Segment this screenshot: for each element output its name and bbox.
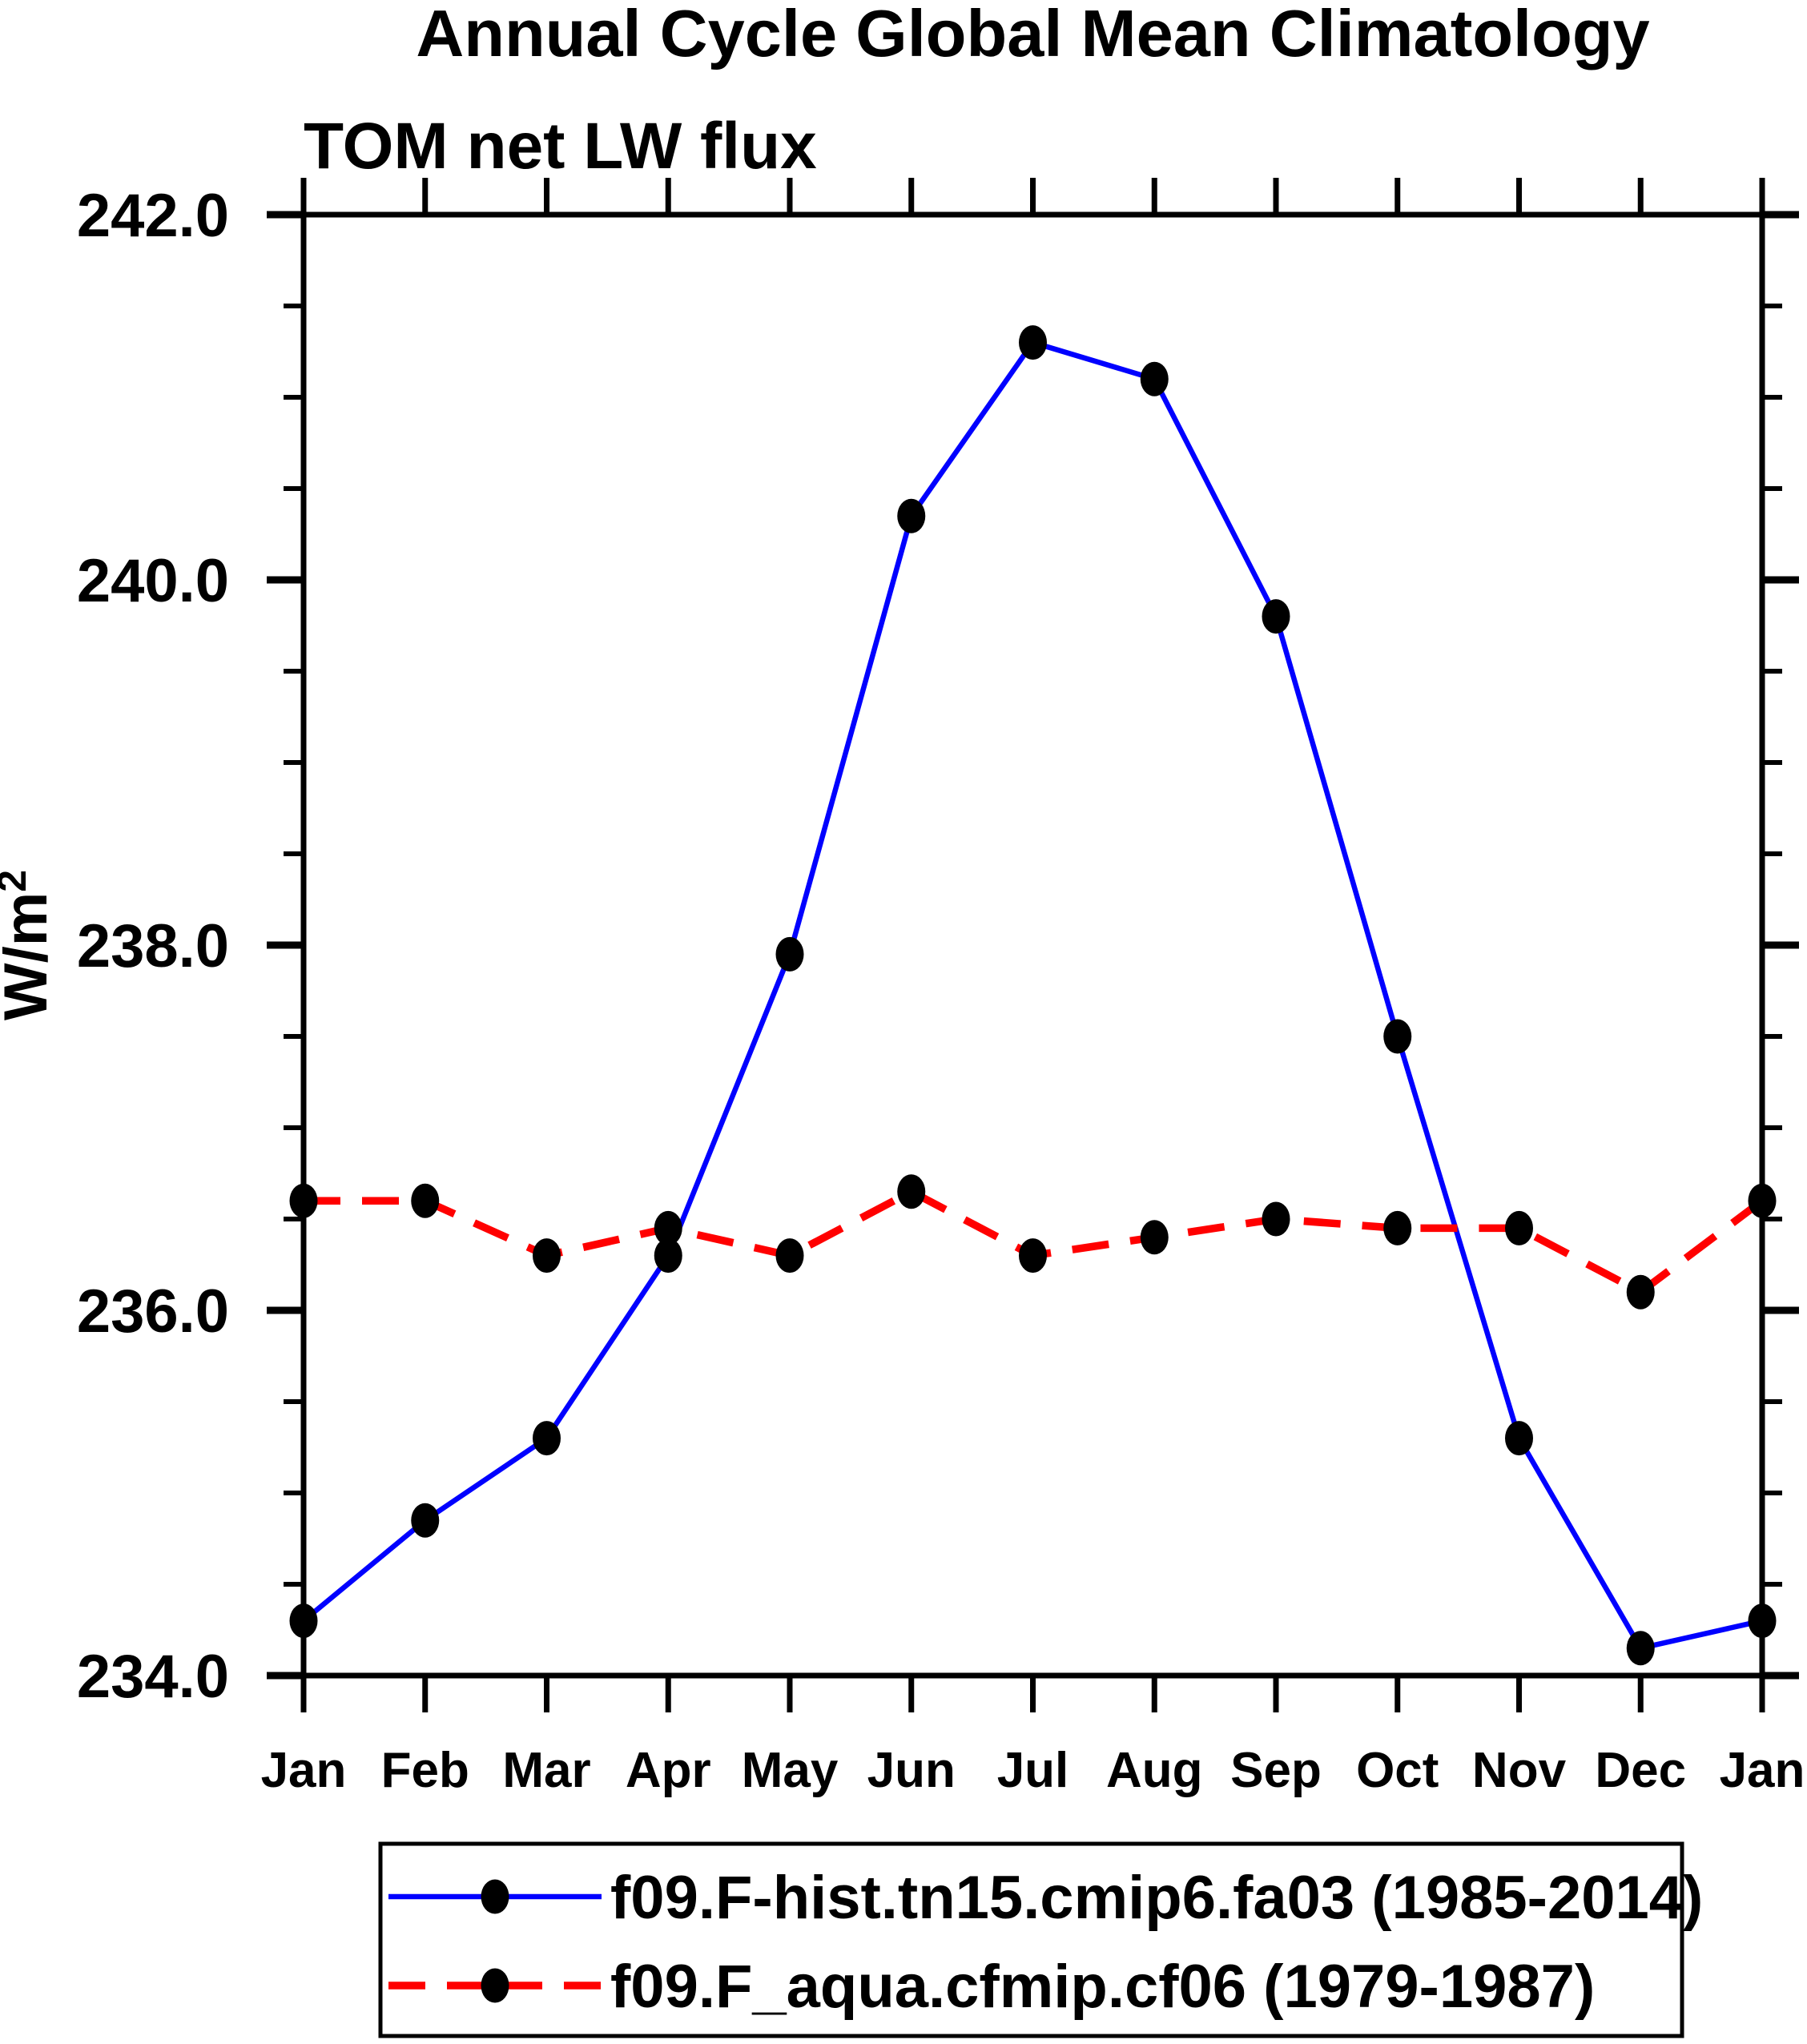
legend-box bbox=[378, 1841, 1684, 2038]
legend-marker-0 bbox=[481, 1879, 509, 1914]
y-tick-label: 240.0 bbox=[77, 547, 229, 615]
x-tick-label: Jul bbox=[997, 1743, 1069, 1798]
data-point-marker bbox=[897, 498, 926, 533]
x-tick-label: Oct bbox=[1356, 1743, 1439, 1798]
data-point-marker bbox=[411, 1503, 440, 1538]
series-line-0 bbox=[301, 339, 1763, 1652]
x-tick-label: Dec bbox=[1595, 1743, 1686, 1798]
legend-label-0: f09.F-hist.tn15.cmip6.fa03 (1985-2014) bbox=[610, 1864, 1703, 1932]
data-point-marker bbox=[1626, 1631, 1655, 1666]
x-tick-label: Mar bbox=[502, 1743, 590, 1798]
data-point-marker bbox=[775, 1238, 804, 1273]
y-axis-title: W/m2 bbox=[0, 870, 60, 1020]
data-point-marker bbox=[654, 1210, 682, 1245]
data-point-marker bbox=[289, 1603, 318, 1639]
data-point-marker bbox=[1505, 1210, 1533, 1245]
x-tick-label: Sep bbox=[1230, 1743, 1322, 1798]
x-tick-label: Jan bbox=[261, 1743, 347, 1798]
legend-label-1: f09.F_aqua.cfmip.cf06 (1979-1987) bbox=[610, 1953, 1595, 2021]
data-point-marker bbox=[654, 1238, 682, 1273]
chart-subtitle: TOM net LW flux bbox=[304, 110, 817, 183]
data-point-marker bbox=[1505, 1421, 1533, 1456]
data-point-marker bbox=[1748, 1183, 1777, 1218]
data-point-marker bbox=[1748, 1603, 1777, 1639]
data-point-marker bbox=[897, 1174, 926, 1209]
data-point-marker bbox=[289, 1183, 318, 1218]
data-point-marker bbox=[1626, 1274, 1655, 1310]
data-point-marker bbox=[1140, 361, 1169, 396]
data-point-marker bbox=[411, 1183, 440, 1218]
x-tick-label: Aug bbox=[1106, 1743, 1203, 1798]
x-axis: Jan Feb Mar Apr May Jun Jul Aug Sep Oct Nov Dec Jan bbox=[261, 178, 1805, 1798]
data-point-marker bbox=[533, 1421, 561, 1456]
data-point-marker bbox=[775, 936, 804, 972]
data-point-marker bbox=[1019, 1238, 1047, 1273]
x-tick-label: Jun bbox=[867, 1743, 956, 1798]
legend-marker-1 bbox=[481, 1968, 509, 2003]
data-point-marker bbox=[533, 1238, 561, 1273]
y-tick-label: 236.0 bbox=[77, 1278, 229, 1346]
y-tick-label: 242.0 bbox=[77, 182, 229, 250]
data-point-marker bbox=[1140, 1220, 1169, 1255]
x-tick-label: May bbox=[742, 1743, 839, 1798]
y-axis: 234.0 236.0 238.0 240.0 242.0 bbox=[77, 182, 1799, 1711]
x-tick-label: Apr bbox=[626, 1743, 711, 1798]
data-point-marker bbox=[1383, 1019, 1412, 1054]
chart-title: Annual Cycle Global Mean Climatology bbox=[416, 0, 1650, 70]
y-tick-label: 234.0 bbox=[77, 1643, 229, 1711]
x-tick-label: Feb bbox=[381, 1743, 469, 1798]
data-point-marker bbox=[1019, 325, 1047, 360]
data-point-marker bbox=[1262, 599, 1290, 634]
x-tick-label: Nov bbox=[1472, 1743, 1567, 1798]
data-point-marker bbox=[1383, 1210, 1412, 1245]
legend: f09.F-hist.tn15.cmip6.fa03 (1985-2014) f0… bbox=[378, 1841, 1703, 2038]
x-tick-label: Jan bbox=[1720, 1743, 1805, 1798]
y-tick-label: 238.0 bbox=[77, 912, 229, 980]
data-point-marker bbox=[1262, 1201, 1290, 1237]
